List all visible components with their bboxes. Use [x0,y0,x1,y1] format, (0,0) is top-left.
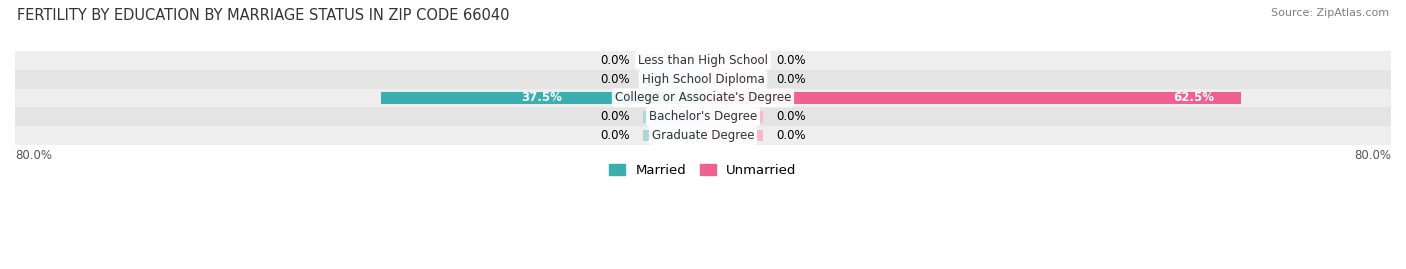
Bar [643,130,703,141]
Bar [643,73,703,85]
Text: FERTILITY BY EDUCATION BY MARRIAGE STATUS IN ZIP CODE 66040: FERTILITY BY EDUCATION BY MARRIAGE STATU… [17,8,509,23]
Text: 37.5%: 37.5% [522,91,562,104]
Text: Less than High School: Less than High School [638,54,768,67]
Text: Source: ZipAtlas.com: Source: ZipAtlas.com [1271,8,1389,18]
Text: Graduate Degree: Graduate Degree [652,129,754,142]
Text: 0.0%: 0.0% [600,54,630,67]
Bar [703,130,763,141]
Bar [703,55,763,66]
Text: Bachelor's Degree: Bachelor's Degree [650,110,756,123]
Text: 0.0%: 0.0% [776,73,806,86]
Bar [643,111,703,123]
Bar [381,92,703,104]
Bar [703,92,1240,104]
Text: 0.0%: 0.0% [600,73,630,86]
Bar [703,73,763,85]
Bar [15,51,1391,70]
Text: 0.0%: 0.0% [776,110,806,123]
Legend: Married, Unmarried: Married, Unmarried [605,159,801,182]
Text: 0.0%: 0.0% [776,54,806,67]
Bar [15,70,1391,89]
Text: 0.0%: 0.0% [600,110,630,123]
Text: 62.5%: 62.5% [1174,91,1215,104]
Text: 0.0%: 0.0% [776,129,806,142]
Bar [643,55,703,66]
Text: 0.0%: 0.0% [600,129,630,142]
Bar [15,107,1391,126]
Text: 80.0%: 80.0% [15,149,52,162]
Text: College or Associate's Degree: College or Associate's Degree [614,91,792,104]
Text: High School Diploma: High School Diploma [641,73,765,86]
Bar [15,126,1391,145]
Bar [15,89,1391,107]
Bar [703,111,763,123]
Text: 80.0%: 80.0% [1354,149,1391,162]
